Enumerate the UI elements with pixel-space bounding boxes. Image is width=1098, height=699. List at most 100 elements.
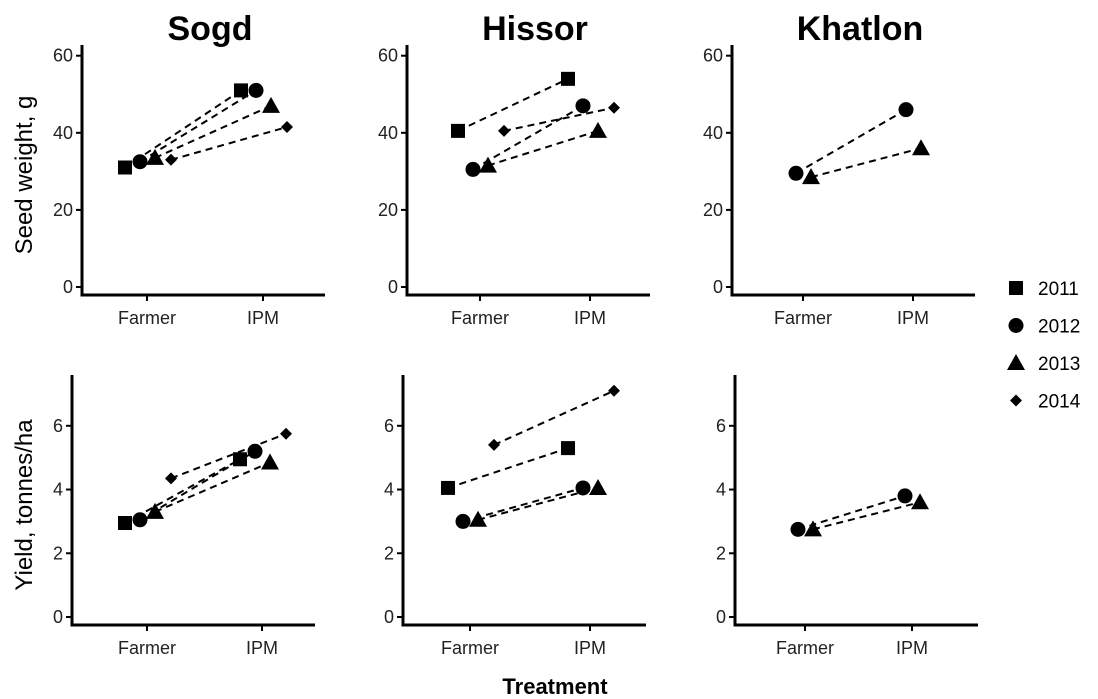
series-line-2012 xyxy=(462,486,584,523)
legend-label-2014: 2014 xyxy=(1038,392,1081,413)
point-2013-farmer xyxy=(804,520,822,537)
y-tick-label: 0 xyxy=(716,607,726,627)
point-2011-farmer xyxy=(451,123,465,138)
panel-5: 0 2 4 6 Farmer IPM xyxy=(384,375,646,658)
series-line-2013 xyxy=(477,486,599,521)
y-tick-label: 4 xyxy=(716,480,726,500)
y-tick-label: 2 xyxy=(53,543,63,563)
point-2014-ipm xyxy=(608,101,620,114)
point-2012-farmer xyxy=(132,512,148,528)
legend-label-2012: 2012 xyxy=(1038,317,1080,338)
y-tick-label: 60 xyxy=(703,46,723,66)
point-2013-farmer xyxy=(146,502,164,519)
y-tick-label: 0 xyxy=(713,277,723,297)
series-line-2012 xyxy=(139,89,257,163)
x-tick-label: Farmer xyxy=(776,638,834,658)
point-2012-farmer xyxy=(132,154,148,170)
point-2011-farmer xyxy=(118,160,132,175)
y-axis-title-yield: Yield, tonnes/ha xyxy=(11,419,38,591)
series-line-2014 xyxy=(170,126,288,161)
y-axis-title-seed-weight: Seed weight, g xyxy=(11,96,38,255)
point-2013-ipm xyxy=(911,493,929,510)
point-2013-farmer xyxy=(146,148,164,165)
series-line-2013 xyxy=(810,147,922,179)
point-2014-ipm xyxy=(280,427,292,440)
panel-1: 0 20 40 60 Farmer IPM xyxy=(53,45,325,328)
panel-title-sogd: Sogd xyxy=(168,10,253,48)
point-2012-ipm xyxy=(897,488,913,504)
point-2011-farmer xyxy=(118,515,132,530)
x-tick-label: Farmer xyxy=(441,638,499,658)
panel-3: 0 20 40 60 Farmer IPM xyxy=(703,45,975,328)
series-line-2014 xyxy=(170,432,287,480)
y-tick-label: 40 xyxy=(378,123,398,143)
series-line-2013 xyxy=(812,501,921,531)
series-line-2014 xyxy=(503,106,615,132)
series-line-2012 xyxy=(797,494,906,531)
legend-key-2014 xyxy=(1010,394,1022,407)
x-tick-label: IPM xyxy=(897,308,929,328)
x-axis-title: Treatment xyxy=(502,674,608,699)
panel-title-khatlon: Khatlon xyxy=(797,10,924,48)
x-tick-label: Farmer xyxy=(774,308,832,328)
point-2013-farmer xyxy=(479,156,497,173)
series-line-2013 xyxy=(154,104,272,159)
series-line-2011 xyxy=(447,447,569,489)
x-tick-label: IPM xyxy=(896,638,928,658)
legend-label-2011: 2011 xyxy=(1038,279,1079,300)
x-tick-label: Farmer xyxy=(451,308,509,328)
point-2013-ipm xyxy=(262,96,280,113)
legend-label-2013: 2013 xyxy=(1038,354,1080,375)
point-2013-ipm xyxy=(912,139,930,156)
y-tick-label: 40 xyxy=(53,123,73,143)
y-tick-label: 20 xyxy=(703,200,723,220)
legend: 2011 2012 2013 2014 xyxy=(1007,279,1081,413)
point-2014-farmer xyxy=(165,153,177,166)
panel-4: 0 2 4 6 Farmer IPM xyxy=(53,375,315,658)
point-2012-farmer xyxy=(465,161,481,177)
point-2011-ipm xyxy=(234,83,248,98)
y-tick-label: 60 xyxy=(53,46,73,66)
series-line-2011 xyxy=(124,458,241,524)
point-2014-farmer xyxy=(488,438,500,451)
series-line-2012 xyxy=(139,450,256,521)
point-2011-ipm xyxy=(561,71,575,86)
point-2013-ipm xyxy=(261,453,279,470)
point-2011-ipm xyxy=(561,441,575,456)
y-tick-label: 6 xyxy=(716,416,726,436)
point-2012-ipm xyxy=(575,98,591,114)
series-line-2012 xyxy=(795,108,907,175)
panel-title-hissor: Hissor xyxy=(482,10,588,48)
y-tick-label: 20 xyxy=(53,200,73,220)
point-2013-ipm xyxy=(589,478,607,495)
y-tick-label: 20 xyxy=(378,200,398,220)
y-tick-label: 0 xyxy=(53,607,63,627)
legend-key-2013 xyxy=(1007,354,1025,370)
x-tick-label: Farmer xyxy=(118,308,176,328)
y-tick-label: 2 xyxy=(716,543,726,563)
y-tick-label: 40 xyxy=(703,123,723,143)
point-2013-farmer xyxy=(802,168,820,185)
point-2012-farmer xyxy=(790,521,806,537)
point-2012-farmer xyxy=(455,513,471,529)
point-2014-ipm xyxy=(281,121,293,134)
point-2012-ipm xyxy=(248,82,264,98)
point-2011-farmer xyxy=(441,480,455,495)
legend-key-2011 xyxy=(1009,281,1023,295)
y-tick-label: 0 xyxy=(388,277,398,297)
point-2012-ipm xyxy=(575,480,591,496)
x-tick-label: IPM xyxy=(247,308,279,328)
x-tick-label: IPM xyxy=(574,308,606,328)
y-tick-label: 2 xyxy=(384,543,394,563)
y-tick-label: 4 xyxy=(384,480,394,500)
y-tick-label: 6 xyxy=(53,416,63,436)
legend-key-2012 xyxy=(1008,318,1024,333)
y-tick-label: 0 xyxy=(384,607,394,627)
x-tick-label: IPM xyxy=(246,638,278,658)
y-tick-label: 4 xyxy=(53,480,63,500)
series-line-2012 xyxy=(472,104,584,171)
point-2014-ipm xyxy=(608,384,620,397)
y-tick-label: 60 xyxy=(378,46,398,66)
panel-6: 0 2 4 6 Farmer IPM xyxy=(716,375,978,658)
